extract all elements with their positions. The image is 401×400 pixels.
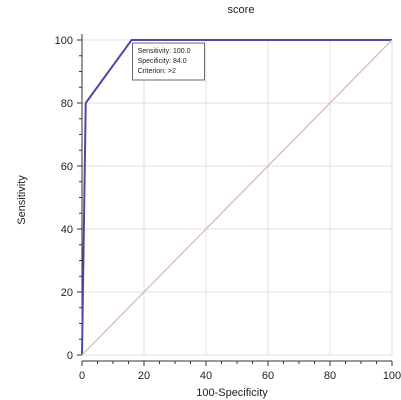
y-tick-label-0: 0: [67, 350, 73, 362]
roc-curve-line: [81, 39, 392, 356]
y-tick-label-2: 40: [61, 224, 73, 236]
y-tick-label-5: 100: [55, 35, 73, 47]
annotation-text-2: Criterion: >2: [138, 68, 176, 75]
x-tick-label-2: 40: [200, 370, 212, 382]
annotation-text-0: Sensitivity: 100.0: [138, 48, 191, 55]
axes: 0 20 40 60 80 100 0 20 40 60 80 100: [55, 34, 401, 382]
x-tick-label-1: 20: [138, 370, 150, 382]
x-tick-label-4: 80: [324, 370, 336, 382]
x-axis-label: 100-Specificity: [196, 387, 268, 399]
x-tick-label-5: 100: [383, 370, 401, 382]
x-tick-label-3: 60: [262, 370, 274, 382]
annotation-text-1: Specificity: 84.0: [138, 58, 187, 65]
criterion-annotation: Sensitivity: 100.0 Specificity: 84.0 Crite…: [132, 42, 206, 81]
reference-diagonal-line: [81, 39, 393, 356]
y-tick-label-4: 80: [61, 98, 73, 110]
x-tick-label-0: 0: [79, 370, 85, 382]
y-tick-label-1: 20: [61, 287, 73, 299]
series-group: [81, 39, 393, 356]
chart-title: score: [228, 4, 255, 16]
y-tick-label-3: 60: [61, 161, 73, 173]
grid: [81, 39, 393, 356]
annotation-box: [132, 42, 206, 81]
y-axis-label: Sensitivity: [16, 175, 28, 225]
